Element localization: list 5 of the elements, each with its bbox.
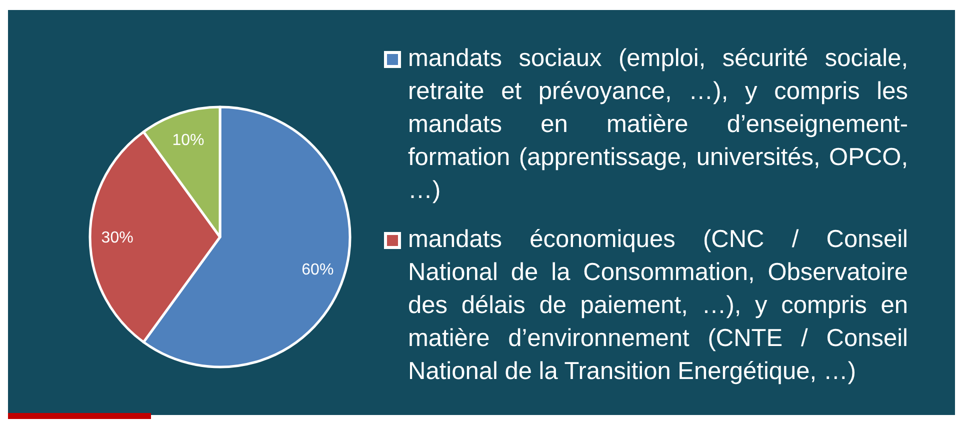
data-label: 10% [172, 132, 204, 149]
data-label: 30% [101, 230, 134, 247]
data-label: 60% [302, 261, 334, 278]
legend-label: mandats sociaux (emploi, sécurité sociale, retraite et prévoyance, …), y compris les mandats en matière d’enseignement-formation (apprentissage, universités, OPCO, …) [408, 45, 908, 204]
legend-label: mandats économiques (CNC / Conseil National de la Consommation, Observatoire des délais de paiement, …), y compris en matière d’environnement (CNTE / Conseil National de la Transition Energétique, …) [408, 226, 908, 385]
